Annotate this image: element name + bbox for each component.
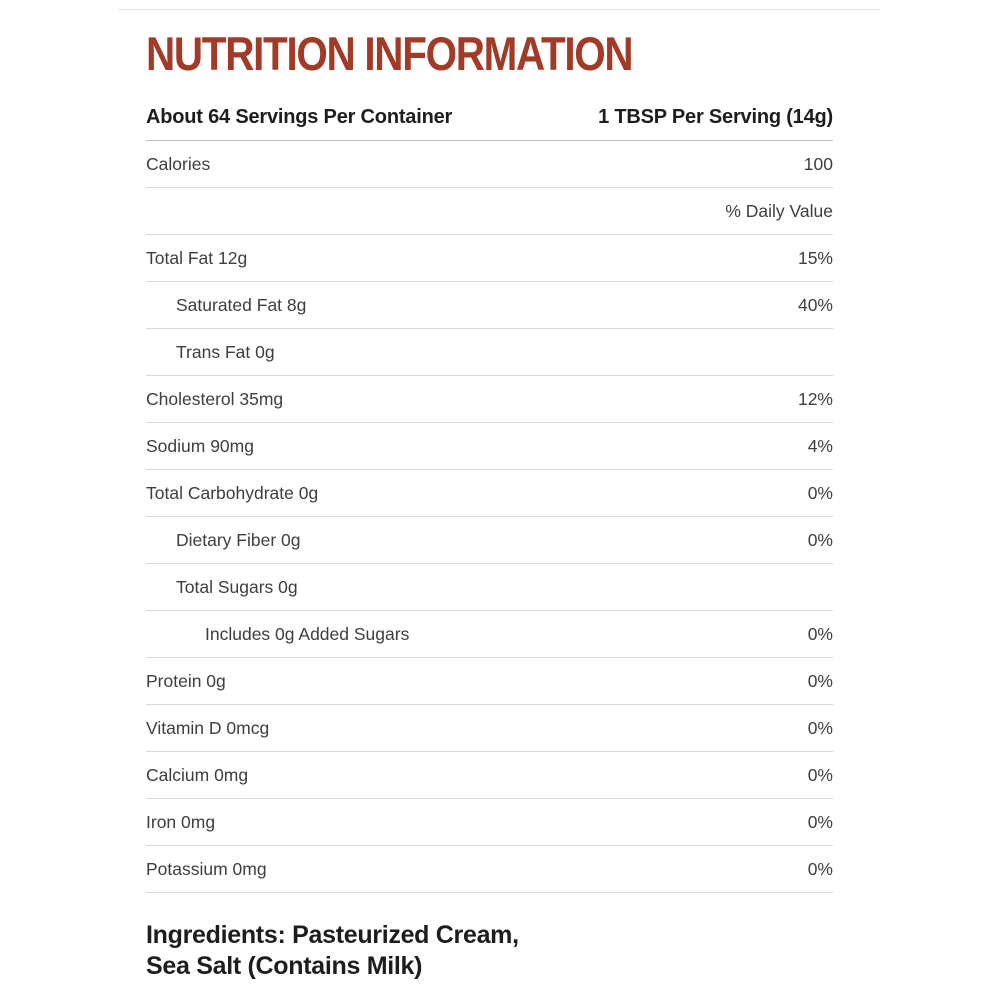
nutrient-label: Potassium 0mg bbox=[146, 858, 267, 879]
ingredients-text: Ingredients: Pasteurized Cream, Sea Salt… bbox=[146, 920, 833, 982]
table-row: Potassium 0mg 0% bbox=[146, 846, 833, 893]
nutrient-label: Calories bbox=[146, 153, 211, 174]
nutrient-value: 0% bbox=[807, 482, 833, 503]
table-row: Calories 100 bbox=[146, 141, 833, 188]
ingredients-line-1: Ingredients: Pasteurized Cream, bbox=[146, 921, 519, 949]
nutrient-value: 0% bbox=[807, 764, 833, 785]
table-row: % Daily Value bbox=[146, 188, 833, 235]
nutrient-label: Total Sugars 0g bbox=[176, 576, 298, 597]
table-row: Total Fat 12g 15% bbox=[146, 235, 833, 282]
table-row: Saturated Fat 8g 40% bbox=[146, 282, 833, 329]
nutrient-value: 0% bbox=[807, 811, 833, 832]
nutrient-label: Dietary Fiber 0g bbox=[176, 529, 301, 550]
nutrient-label: Cholesterol 35mg bbox=[146, 388, 284, 409]
table-row: Sodium 90mg 4% bbox=[146, 423, 833, 470]
table-row: Dietary Fiber 0g 0% bbox=[146, 517, 833, 564]
nutrition-table: Calories 100 % Daily Value Total Fat 12g… bbox=[146, 141, 833, 893]
nutrient-label: Total Fat 12g bbox=[146, 247, 248, 268]
nutrient-value: 0% bbox=[807, 717, 833, 738]
nutrient-value: 40% bbox=[797, 294, 833, 315]
nutrient-label: Trans Fat 0g bbox=[176, 341, 275, 362]
table-row: Includes 0g Added Sugars 0% bbox=[146, 611, 833, 658]
top-divider bbox=[118, 9, 880, 10]
nutrient-label: Total Carbohydrate 0g bbox=[146, 482, 319, 503]
servings-header-row: About 64 Servings Per Container 1 TBSP P… bbox=[146, 106, 833, 141]
section-title: NUTRITION INFORMATION bbox=[146, 27, 634, 80]
table-row: Vitamin D 0mcg 0% bbox=[146, 705, 833, 752]
ingredients-line-2: Sea Salt (Contains Milk) bbox=[146, 952, 423, 980]
nutrient-value: 0% bbox=[807, 623, 833, 644]
nutrient-label: Iron 0mg bbox=[146, 811, 216, 832]
table-row: Trans Fat 0g bbox=[146, 329, 833, 376]
nutrient-label: Vitamin D 0mcg bbox=[146, 717, 270, 738]
nutrient-label: Includes 0g Added Sugars bbox=[205, 623, 410, 644]
nutrient-value: 0% bbox=[807, 670, 833, 691]
servings-per-container: About 64 Servings Per Container bbox=[146, 106, 453, 128]
table-row: Cholesterol 35mg 12% bbox=[146, 376, 833, 423]
nutrient-value: % Daily Value bbox=[725, 200, 833, 221]
table-row: Iron 0mg 0% bbox=[146, 799, 833, 846]
nutrient-value: 15% bbox=[797, 247, 833, 268]
table-row: Calcium 0mg 0% bbox=[146, 752, 833, 799]
table-row: Protein 0g 0% bbox=[146, 658, 833, 705]
nutrient-value: 0% bbox=[807, 529, 833, 550]
nutrient-value: 4% bbox=[807, 435, 833, 456]
serving-size: 1 TBSP Per Serving (14g) bbox=[598, 106, 833, 128]
nutrient-label: Calcium 0mg bbox=[146, 764, 249, 785]
nutrition-panel: NUTRITION INFORMATION About 64 Servings … bbox=[146, 0, 833, 982]
nutrient-label: Sodium 90mg bbox=[146, 435, 254, 456]
table-row: Total Sugars 0g bbox=[146, 564, 833, 611]
nutrient-label: Saturated Fat 8g bbox=[176, 294, 307, 315]
nutrient-value: 100 bbox=[803, 153, 833, 174]
nutrient-value: 12% bbox=[797, 388, 833, 409]
table-row: Total Carbohydrate 0g 0% bbox=[146, 470, 833, 517]
nutrient-label: Protein 0g bbox=[146, 670, 226, 691]
nutrient-value: 0% bbox=[807, 858, 833, 879]
